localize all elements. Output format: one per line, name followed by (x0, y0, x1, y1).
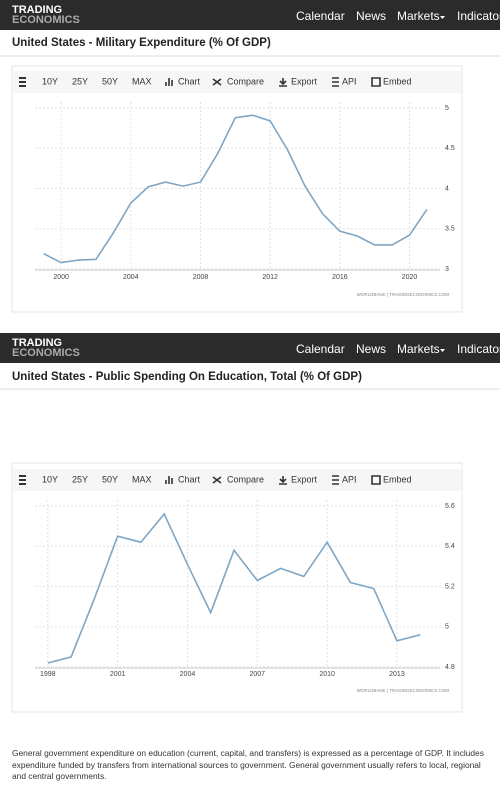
toolbar-button[interactable]: Chart (178, 76, 201, 86)
x-tick-label: 2008 (193, 274, 209, 281)
nav-link[interactable]: Calendar (296, 342, 345, 356)
y-tick-label: 4.5 (445, 145, 455, 152)
toolbar-icon (212, 78, 222, 86)
x-tick-label: 2000 (53, 274, 69, 281)
toolbar-button[interactable]: MAX (132, 76, 152, 86)
page-title: United States - Public Spending On Educa… (12, 371, 362, 383)
data-line (47, 512, 421, 664)
toolbar-icon (371, 77, 381, 87)
title-bar (0, 363, 500, 389)
description-box: General government expenditure on educat… (12, 748, 484, 781)
toolbar-button[interactable]: 25Y (72, 76, 88, 86)
nav-link[interactable]: Calendar (296, 9, 345, 23)
nav-link[interactable]: Markets (397, 9, 440, 23)
toolbar-button[interactable]: Chart (178, 474, 201, 484)
x-tick-label: 2010 (319, 671, 335, 678)
y-tick-label: 3.5 (445, 226, 455, 233)
toolbar (13, 71, 461, 93)
dropdown-caret (440, 16, 445, 19)
toolbar-button[interactable]: API (342, 474, 357, 484)
y-tick-label: 5 (445, 624, 449, 631)
logo: TRADING (12, 4, 62, 16)
logo: ECONOMICS (12, 347, 80, 359)
menu-icon (19, 475, 26, 485)
x-tick-label: 2004 (180, 671, 196, 678)
toolbar-icon (165, 78, 173, 86)
toolbar-icon (371, 475, 381, 485)
nav-link[interactable]: Indicators (457, 342, 500, 356)
header-bar (0, 333, 500, 363)
nav-link[interactable]: Markets (397, 342, 440, 356)
y-tick-label: 4 (445, 185, 449, 192)
toolbar-button[interactable]: 50Y (102, 474, 118, 484)
toolbar-button[interactable]: Export (291, 474, 318, 484)
data-line (43, 114, 428, 264)
description: General government expenditure on educat… (12, 748, 484, 781)
toolbar-button[interactable]: 10Y (42, 474, 58, 484)
nav-link[interactable]: News (356, 9, 386, 23)
logo: ECONOMICS (12, 14, 80, 26)
chart-box (11, 462, 463, 713)
y-tick-label: 5 (445, 105, 449, 112)
nav-link[interactable]: Indicators (457, 9, 500, 23)
toolbar (13, 469, 461, 491)
x-tick-label: 2007 (249, 671, 265, 678)
toolbar-button[interactable]: Embed (383, 474, 412, 484)
x-tick-label: 2013 (389, 671, 405, 678)
page-title: United States - Military Expenditure (% … (12, 37, 271, 49)
x-tick-label: 2016 (332, 274, 348, 281)
logo: TRADING (12, 337, 62, 349)
source-label: WORLDBANK | TRADINGECONOMICS.COM (357, 688, 450, 693)
toolbar-button[interactable]: MAX (132, 474, 152, 484)
toolbar-icon (332, 77, 339, 87)
toolbar-button[interactable]: Export (291, 76, 318, 86)
dropdown-caret (440, 349, 445, 352)
y-tick-label: 5.6 (445, 503, 455, 510)
x-tick-label: 2012 (262, 274, 278, 281)
toolbar-icon (279, 78, 287, 87)
nav-link[interactable]: News (356, 342, 386, 356)
toolbar-icon (332, 475, 339, 485)
header-bar (0, 0, 500, 30)
source-label: WORLDBANK | TRADINGECONOMICS.COM (357, 292, 450, 297)
y-tick-label: 5.2 (445, 583, 455, 590)
toolbar-button[interactable]: Embed (383, 76, 412, 86)
toolbar-button[interactable]: Compare (227, 474, 264, 484)
x-tick-label: 2001 (110, 671, 126, 678)
title-bar (0, 30, 500, 56)
toolbar-icon (165, 476, 173, 484)
menu-icon (19, 77, 26, 87)
x-tick-label: 2004 (123, 274, 139, 281)
y-tick-label: 5.4 (445, 543, 455, 550)
x-tick-label: 1998 (40, 671, 56, 678)
y-tick-label: 3 (445, 266, 449, 273)
x-tick-label: 2020 (402, 274, 418, 281)
toolbar-button[interactable]: Compare (227, 76, 264, 86)
toolbar-button[interactable]: 10Y (42, 76, 58, 86)
toolbar-icon (279, 476, 287, 485)
y-tick-label: 4.8 (445, 664, 455, 671)
toolbar-icon (212, 476, 222, 484)
toolbar-button[interactable]: API (342, 76, 357, 86)
toolbar-button[interactable]: 25Y (72, 474, 88, 484)
toolbar-button[interactable]: 50Y (102, 76, 118, 86)
